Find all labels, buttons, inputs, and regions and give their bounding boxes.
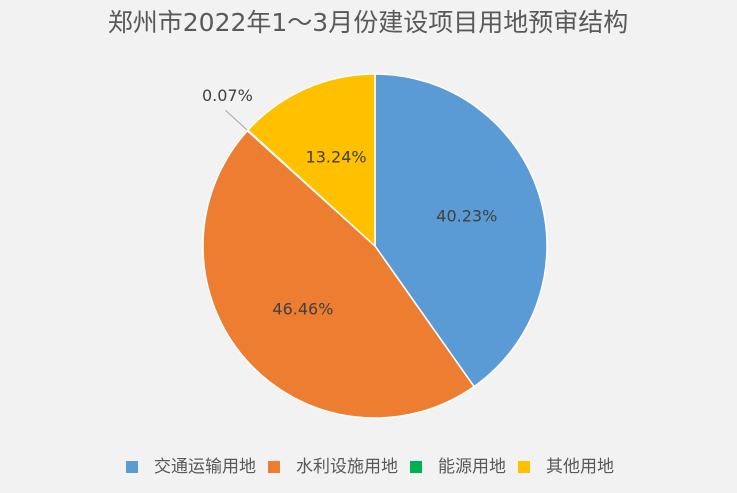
data-label: 40.23%: [436, 206, 497, 225]
pie-slice: [374, 73, 548, 388]
data-label: 46.46%: [272, 299, 333, 318]
legend-swatch: [518, 461, 530, 473]
legend-swatch: [410, 461, 422, 473]
legend-label: 其他用地: [546, 457, 614, 477]
legend-swatch: [268, 461, 280, 473]
legend-label: 交通运输用地: [154, 457, 256, 477]
legend-swatch: [126, 461, 138, 473]
leader-line: [225, 109, 248, 131]
pie-slice: [202, 129, 476, 419]
chart-title: 郑州市2022年1～3月份建设项目用地预审结构: [108, 8, 628, 37]
legend-label: 能源用地: [438, 457, 506, 477]
legend-label: 水利设施用地: [296, 457, 398, 477]
data-label: 13.24%: [306, 147, 367, 166]
data-label: 0.07%: [202, 86, 253, 105]
pie-slice: [246, 73, 376, 248]
